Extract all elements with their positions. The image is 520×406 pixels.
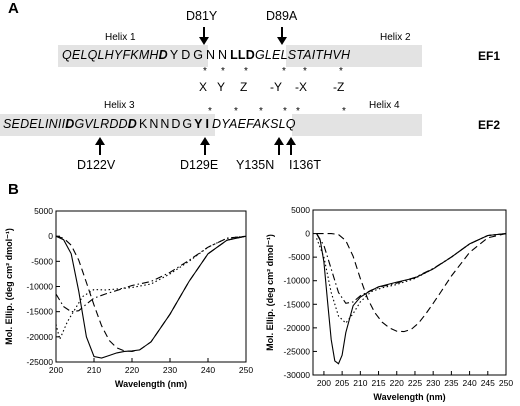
series-line-dashed (55, 235, 247, 352)
mutation-label-d122v: D122V (77, 158, 116, 172)
series-line-dash-dot (316, 233, 507, 304)
mutation-label-d89a: D89A (266, 9, 298, 23)
y-tick-label: -5000 (288, 252, 310, 262)
x-tick-label: 235 (444, 378, 458, 388)
seq-ef1-part1: QELQLHYFKMH (62, 48, 159, 62)
y-tick-label: -5000 (31, 256, 53, 266)
seq-ef1-d81: D (158, 48, 168, 62)
helix-2-label: Helix 2 (380, 32, 411, 43)
seq-ef1-part3: GLELSTAITHVH (254, 48, 351, 62)
seq-ef2-d129: D (127, 117, 138, 131)
mutation-label-d129e: D129E (180, 158, 219, 172)
ef1-label: EF1 (478, 49, 501, 63)
y-axis-label: Mol. Ellip. (deg cm² dmol⁻¹) (265, 234, 275, 351)
x-tick-label: 200 (317, 378, 331, 388)
seq-ef2-loop: KNNDG (139, 117, 195, 131)
cd-spectrum-chart-right: 5000 0 -5000 -10000 -15000 -20000 -25000 -30000… (265, 205, 513, 402)
x-axis-label: Wavelength (nm) (373, 392, 445, 402)
x-tick-label: 250 (239, 365, 253, 375)
ef2-label: EF2 (478, 118, 501, 132)
series-line-dashed (316, 233, 507, 333)
sequence-ef1: QELQLHYFKMHD YDGNNLLDGLELSTAITHVH (62, 48, 350, 62)
series-line-solid (316, 233, 507, 365)
mutation-arrows-bottom (95, 137, 296, 155)
x-tick-label: 210 (353, 378, 367, 388)
helix-3-label: Helix 3 (104, 100, 135, 111)
seq-ef2-part1: SEDELINII (3, 117, 66, 131)
panel-label-b: B (8, 181, 19, 198)
y-tick-label: -20000 (284, 323, 311, 333)
y-tick-label: -25000 (284, 346, 311, 356)
y-tick-label: 0 (305, 229, 310, 239)
x-tick-label: 250 (499, 378, 513, 388)
series-line-dotted (55, 235, 247, 342)
seq-ef2-d122: D (65, 117, 75, 131)
y-tick-label: 5000 (34, 206, 53, 216)
y-tick-label: 0 (48, 231, 53, 241)
plot-frame (55, 210, 247, 363)
helix-1-band (58, 45, 208, 67)
plot-frame (312, 209, 507, 376)
y-tick-label: -15000 (284, 299, 311, 309)
arrow-d129e (200, 137, 210, 155)
helix-4-band (292, 114, 422, 136)
mutation-arrows-top (199, 27, 287, 45)
x-tick-label: 245 (481, 378, 495, 388)
y-tick-label: 5000 (291, 205, 310, 215)
mutation-label-d81y: D81Y (186, 9, 218, 23)
arrow-d89a (277, 27, 287, 45)
x-tick-label: 230 (426, 378, 440, 388)
x-tick-label: 220 (390, 378, 404, 388)
coord-minus-z: -Z (333, 80, 345, 94)
series-line-dotted (316, 233, 507, 324)
x-tick-label: 200 (49, 365, 63, 375)
y-tick-label: -10000 (284, 276, 311, 286)
sequence-ef2: SEDELINIIDGVLRDDD KNNDGYIDYAEFAKSLQ (3, 117, 296, 131)
seq-ef1-loop: YDGNN (169, 48, 231, 62)
arrow-d122v (95, 137, 105, 155)
series-line-solid (55, 235, 247, 359)
x-tick-label: 240 (462, 378, 476, 388)
panel-label-a: A (8, 0, 19, 17)
coord-y: Y (217, 80, 226, 94)
coord-z: Z (240, 80, 248, 94)
y-tick-label: -25000 (27, 357, 54, 367)
seq-ef2-yi: YI (194, 117, 212, 131)
seq-ef2-part4: DYAEFAKSLQ (211, 117, 296, 131)
seq-ef2-part2: GVLRDD (74, 117, 128, 131)
y-tick-label: -20000 (27, 332, 54, 342)
arrow-i136t (286, 137, 296, 155)
helix-2-band (286, 45, 422, 67)
x-tick-label: 220 (125, 365, 139, 375)
y-axis-label: Mol. Ellip. (deg cm² dmol⁻¹) (4, 228, 14, 345)
y-tick-label: -30000 (284, 370, 311, 380)
y-tick-label: -15000 (27, 307, 54, 317)
coord-minus-y: -Y (270, 80, 282, 94)
series-line-dash-dot (55, 235, 247, 313)
coord-minus-x: -X (295, 80, 307, 94)
arrow-y135n (274, 137, 284, 155)
y-tick-label: -10000 (27, 282, 54, 292)
helix-3-band (0, 114, 215, 136)
helix-1-label: Helix 1 (105, 32, 136, 43)
mutation-label-y135n: Y135N (236, 158, 275, 172)
x-tick-label: 215 (371, 378, 385, 388)
seq-ef1-lld: LLD (230, 48, 255, 62)
mutation-label-i136t: I136T (289, 158, 321, 172)
helix-4-label: Helix 4 (369, 100, 400, 111)
x-tick-label: 240 (201, 365, 215, 375)
x-tick-label: 230 (163, 365, 177, 375)
x-tick-label: 210 (87, 365, 101, 375)
coord-x: X (199, 80, 208, 94)
x-axis-label: Wavelength (nm) (115, 379, 187, 389)
arrow-d81y (199, 27, 209, 45)
x-tick-label: 225 (408, 378, 422, 388)
x-tick-label: 205 (335, 378, 349, 388)
